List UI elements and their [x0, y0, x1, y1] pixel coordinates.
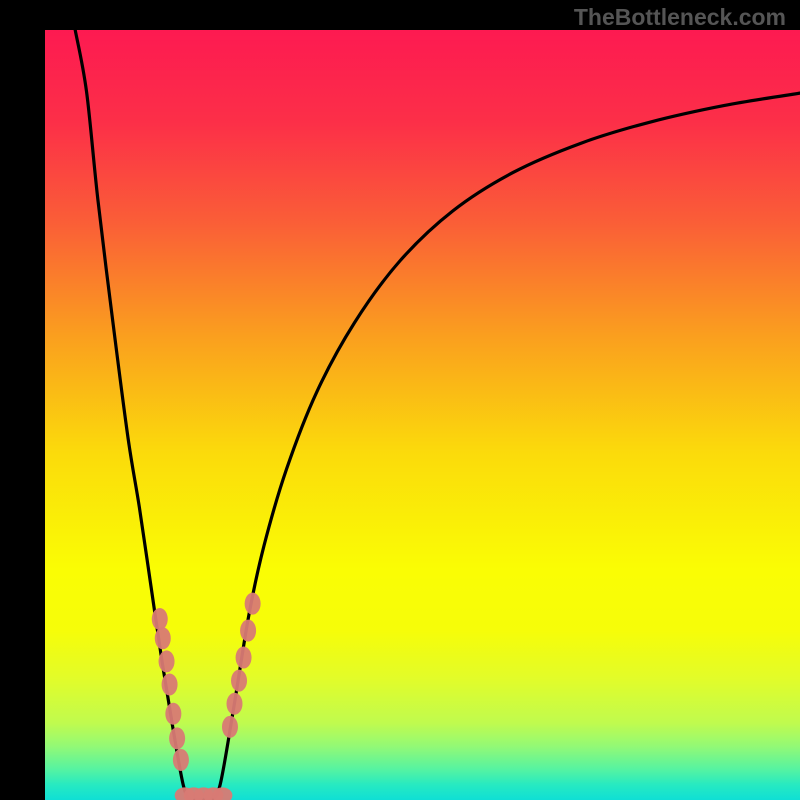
bottleneck-curve	[75, 30, 800, 800]
scatter-point	[227, 693, 243, 715]
scatter-point	[162, 674, 178, 696]
scatter-cluster-1	[222, 593, 261, 738]
scatter-point	[173, 749, 189, 771]
scatter-point	[231, 670, 247, 692]
scatter-point	[159, 650, 175, 672]
scatter-point	[236, 647, 252, 669]
scatter-point	[165, 703, 181, 725]
scatter-point	[152, 608, 168, 630]
watermark-text: TheBottleneck.com	[574, 4, 786, 31]
scatter-point	[245, 593, 261, 615]
scatter-point	[240, 620, 256, 642]
scatter-point	[169, 727, 185, 749]
scatter-point	[155, 627, 171, 649]
scatter-cluster-2	[175, 787, 233, 800]
scatter-cluster-0	[152, 608, 189, 771]
chart-svg-overlay	[0, 0, 800, 800]
scatter-point	[222, 716, 238, 738]
chart-container: TheBottleneck.com	[0, 0, 800, 800]
